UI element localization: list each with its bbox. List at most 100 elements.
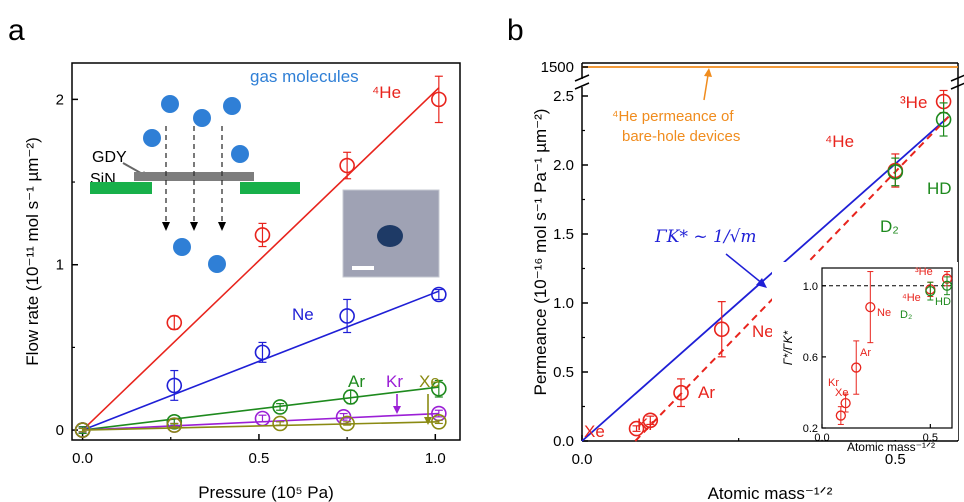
point-label-he4: ⁴He [825,132,854,151]
axis-break-mark [950,74,964,82]
series-label-he: ⁴He [372,83,401,102]
data-point-b [642,412,659,429]
data-point-a [339,415,355,432]
data-point-a [254,227,271,243]
micrograph-frame [342,189,440,278]
plot-a-frame [71,62,461,441]
point-label-hd: HD [927,179,952,198]
molecule-3 [223,97,241,115]
molecule-4 [143,129,161,147]
point-label-xe: Xe [584,422,605,441]
data-point-a [342,389,359,405]
inset-data-point [941,280,953,291]
fit-law-label: ΓK* ~ 1/√m [654,227,757,247]
x-axis-title-b: Atomic mass⁻¹ᐟ² [708,484,833,502]
molecule-7 [208,255,226,273]
xe-pointer-head [424,417,432,425]
sin-left [90,182,152,194]
y-tick-label-b: 0.0 [553,433,574,450]
inset-data-point [835,410,846,421]
inset-x-axis-title: Atomic mass⁻¹ᐟ² [847,440,935,454]
panel-b-label: b [507,14,524,47]
inset-label-ne: Ne [877,307,891,319]
gas-molecules-label: gas molecules [250,67,359,86]
molecule-1 [161,95,179,113]
data-point-b [935,111,952,128]
inset-x-tick-label: 0.0 [814,432,829,444]
data-point-a [272,415,288,432]
point-label-ar: Ar [698,383,715,402]
fit-line-dashed [634,116,950,442]
y-tick-label-b: 1.5 [553,226,574,243]
fit-line-a [82,421,439,431]
axis-break-mark [950,82,964,90]
inset-frame [821,267,953,429]
series-label-xe: Xe [419,372,440,391]
series-label-ne: Ne [292,305,314,324]
axis-break-mark [574,82,590,90]
point-label-ne: Ne [752,322,774,341]
bare-hole-arrow [703,74,709,101]
x-tick-label-b: 0.0 [572,451,593,468]
y-tick-label-a: 1 [56,257,64,274]
y-tick-label-b: 2.5 [553,88,574,105]
y-tick-label-b: 2.0 [553,157,574,174]
inset-label-he4: ⁴He [902,292,921,304]
data-point-a [254,344,271,361]
data-point-a [431,414,447,430]
data-point-a [431,380,447,397]
point-label-he3: ³He [900,93,927,112]
y-tick-label-a: 0 [56,422,64,439]
molecule-5 [231,145,249,163]
x-tick-label-a: 1.0 [425,450,446,467]
sin-right [240,182,300,194]
data-point-a [272,399,288,415]
inset-label-hd: HD [935,296,951,308]
kr-pointer-head [393,406,401,414]
data-point-a [166,417,183,433]
data-point-a [339,308,355,324]
inset-y-tick-label: 1.0 [803,281,818,293]
y-axis-title-a: Flow rate (10⁻¹¹ mol s⁻¹ µm⁻²) [23,137,42,365]
inset-data-point [840,397,851,409]
data-point-a [339,157,355,174]
bare-hole-annotation-line1: ⁴He permeance of [612,108,734,125]
inset-data-point [865,301,876,313]
x-tick-label-a: 0.0 [72,450,93,467]
data-point-b [713,321,730,338]
micrograph-hole [377,225,403,247]
gdy-membrane [134,172,254,181]
inset-label-he3: ³He [915,266,933,278]
point-label-d2: D₂ [880,217,899,236]
gdy-label: GDY [92,149,127,166]
inset-label-xe: Xe [835,387,848,399]
bare-hole-arrow-head [704,68,712,77]
inset-data-point [851,362,862,373]
data-point-b [673,384,689,401]
axis-break-mark [574,74,590,82]
x-tick-label-a: 0.5 [249,450,270,467]
data-point-a [431,286,447,303]
fit-law-arrow [725,253,764,285]
fit-line-a [82,87,440,431]
micrograph [342,189,440,278]
inset-label-d2: D₂ [900,309,912,321]
series-label-kr: Kr [386,372,403,391]
flow-arrow-2 [190,222,198,231]
data-point-a [166,314,183,331]
inset-label-kr: Kr [828,377,839,389]
series-label-ar: Ar [348,372,365,391]
panel-a-label: a [8,14,25,47]
y-axis-title-b: Permeance (10⁻¹⁶ mol s⁻¹ Pa⁻¹ µm⁻²) [531,109,550,396]
panel-a: a gas molecules GDY SiN [8,14,461,502]
inset-data-point [925,285,936,297]
fit-line-solid [581,116,950,442]
inset-y-axis-title: Γ*/ΓK* [781,330,795,365]
y-tick-label-b-break: 1500 [541,59,574,76]
inset-y-tick-label: 0.6 [803,352,818,364]
data-point-a [166,377,183,394]
x-axis-title-a: Pressure (10⁵ Pa) [198,483,334,502]
